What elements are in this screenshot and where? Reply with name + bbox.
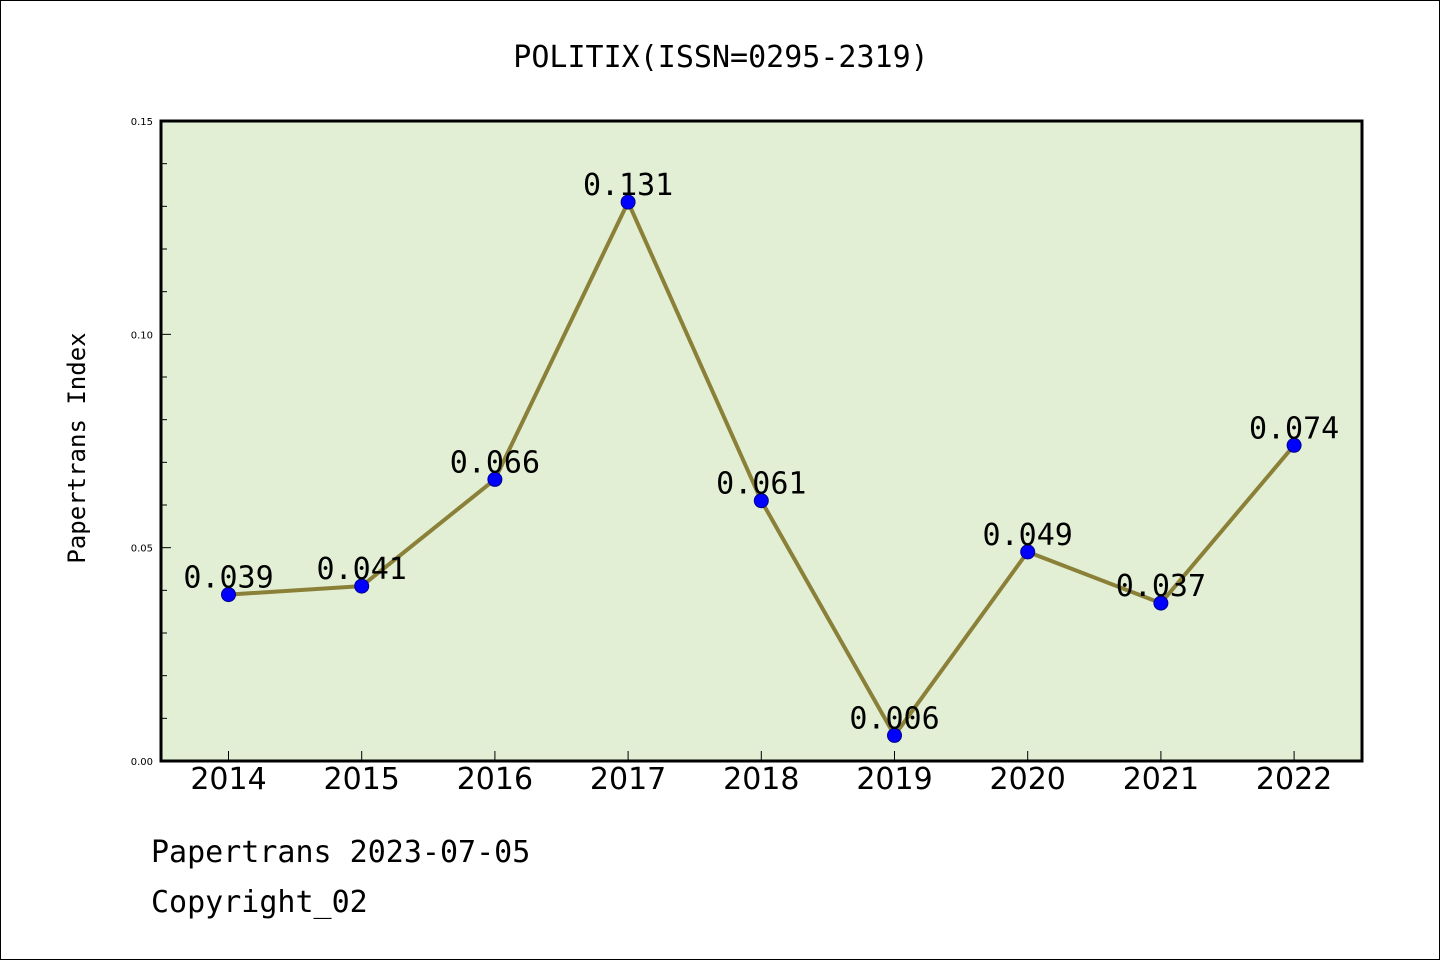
chart-title: POLITIX(ISSN=0295-2319) (513, 40, 928, 75)
plot-area (161, 121, 1362, 761)
data-label: 0.066 (450, 445, 540, 480)
y-tick-label: 0.10 (131, 330, 153, 341)
x-tick-label: 2022 (1256, 762, 1332, 797)
y-tick-label: 0.15 (131, 117, 153, 128)
data-label: 0.006 (849, 701, 939, 736)
data-point (1153, 595, 1169, 611)
x-tick-label: 2016 (457, 762, 533, 797)
y-tick-label: 0.05 (131, 544, 153, 555)
x-tick-label: 2021 (1123, 762, 1199, 797)
data-point (221, 587, 236, 603)
y-axis-label: Papertrans Index (63, 332, 91, 563)
y-tick-label: 0.00 (131, 757, 153, 768)
data-label: 0.037 (1116, 569, 1206, 604)
data-label: 0.039 (183, 561, 273, 596)
data-point (620, 194, 636, 210)
x-tick-label: 2015 (324, 762, 400, 797)
x-tick-label: 2020 (990, 762, 1066, 797)
data-label: 0.074 (1249, 411, 1339, 446)
data-point (354, 578, 370, 594)
data-label: 0.049 (983, 518, 1073, 553)
data-point (487, 471, 503, 487)
data-point (753, 493, 769, 509)
data-label: 0.061 (716, 467, 806, 502)
data-point (887, 727, 902, 743)
data-point (1020, 544, 1036, 560)
data-label: 0.131 (583, 168, 673, 203)
plot-border (159, 119, 1364, 763)
data-label: 0.041 (317, 552, 407, 587)
footer-date: Papertrans 2023-07-05 (151, 835, 531, 870)
x-tick-label: 2017 (590, 762, 666, 797)
x-tick-label: 2018 (723, 762, 799, 797)
x-tick-label: 2014 (190, 762, 266, 797)
data-point (1286, 437, 1302, 453)
footer-copyright: Copyright_02 (151, 885, 368, 920)
x-tick-label: 2019 (856, 762, 932, 797)
